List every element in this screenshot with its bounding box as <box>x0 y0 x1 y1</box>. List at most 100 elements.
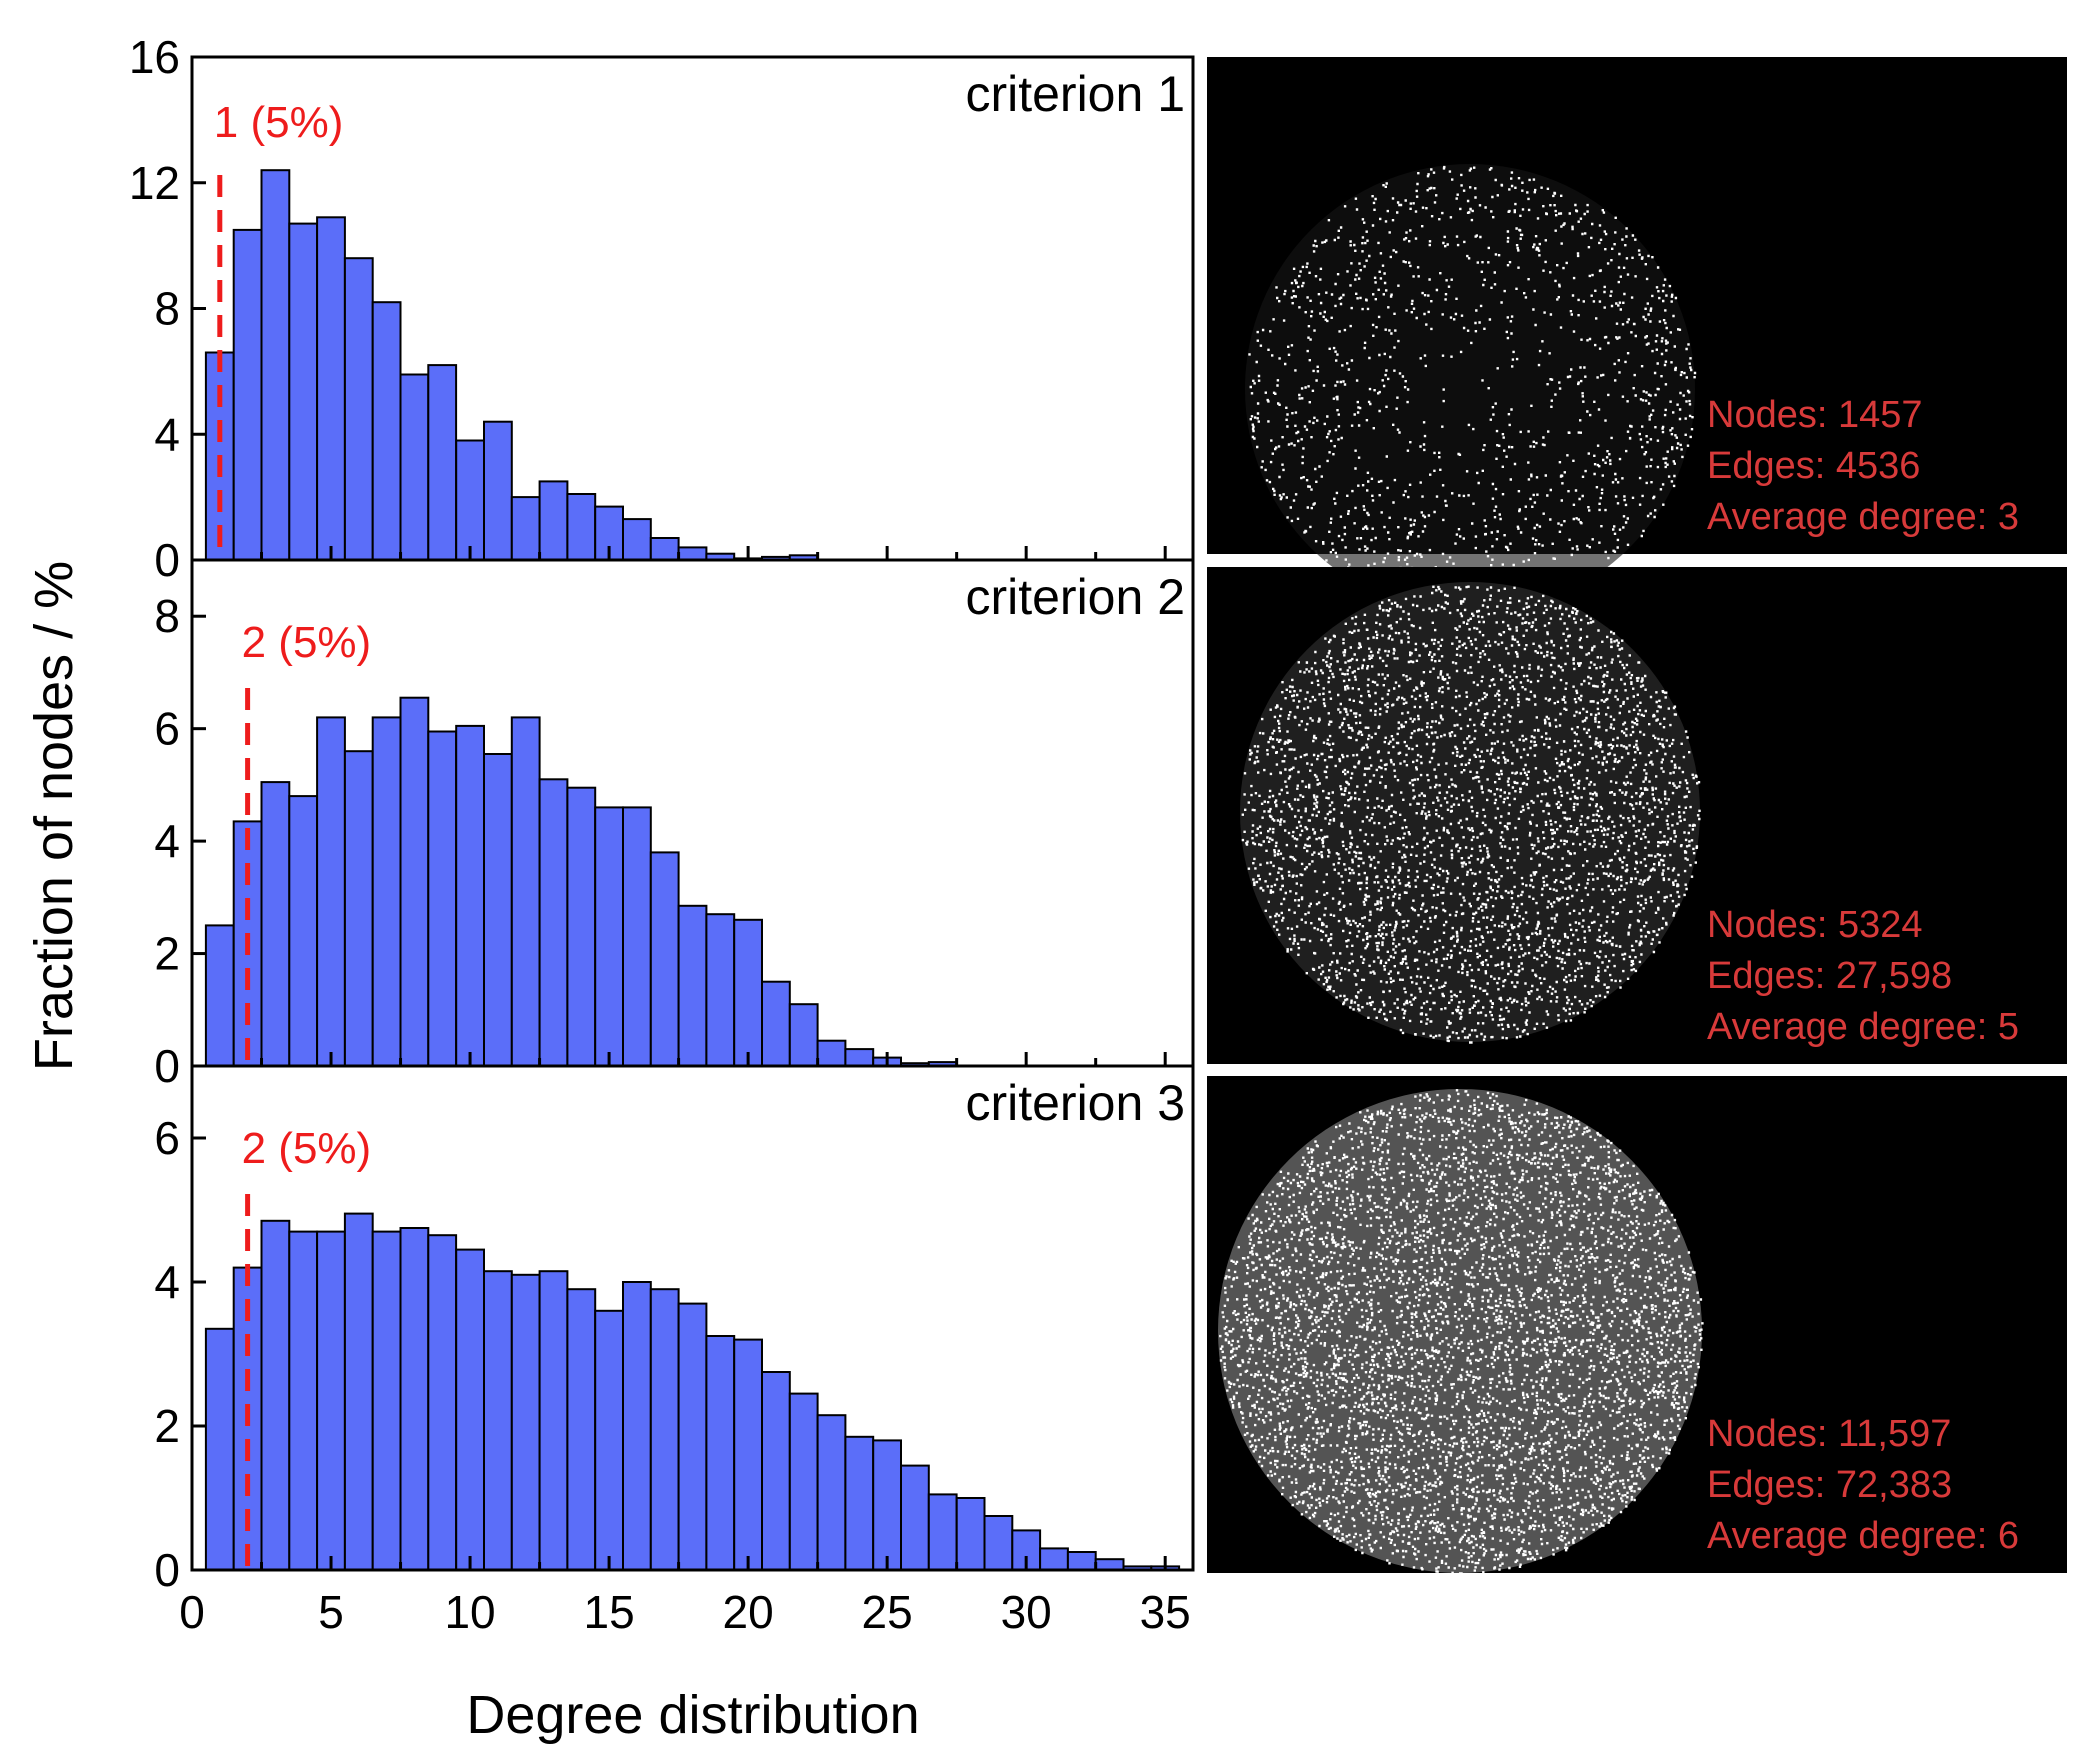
y-tick-label: 0 <box>154 534 180 586</box>
bar <box>816 1414 847 1571</box>
bar <box>566 786 597 1067</box>
bar <box>761 980 791 1068</box>
bar <box>705 913 736 1068</box>
bar <box>232 228 263 561</box>
bar <box>566 1288 597 1571</box>
bar <box>622 518 652 561</box>
bar <box>316 1230 346 1571</box>
bar <box>927 1493 958 1572</box>
bar <box>733 1338 764 1571</box>
bar <box>788 1003 819 1068</box>
bar <box>455 1248 486 1571</box>
panel-3: 0 2 4 6 0 5 10 15 20 25 30 35 2 (5%) criterion 3 <box>154 1064 1195 1638</box>
bar <box>371 301 402 561</box>
y-tick-label: 2 <box>154 928 180 980</box>
bar <box>761 1371 791 1571</box>
bar <box>566 493 597 561</box>
bar <box>455 724 486 1068</box>
network-panel-1: Nodes: 1457 Edges: 4536 Average degree: 3 <box>1207 57 2067 616</box>
bar <box>844 1435 875 1572</box>
x-tick-label: 10 <box>444 1586 495 1638</box>
network-nodes-label: Nodes: 11,597 <box>1707 1413 1951 1455</box>
bar <box>649 851 680 1068</box>
bar <box>510 496 541 562</box>
bar <box>955 1497 986 1571</box>
bar <box>260 169 291 561</box>
y-axis-title: Fraction of nodes / % <box>24 561 84 1071</box>
panel-title: criterion 1 <box>965 66 1185 122</box>
bar <box>204 1327 235 1572</box>
bar <box>677 904 708 1067</box>
bar <box>1094 1558 1125 1571</box>
bar <box>316 716 346 1068</box>
network-edges-label: Edges: 27,598 <box>1707 955 1952 997</box>
plot-frame <box>190 1064 1195 1572</box>
panel-title: criterion 3 <box>965 1075 1185 1131</box>
y-tick-label: 4 <box>154 408 180 460</box>
threshold-label: 2 (5%) <box>242 1124 372 1173</box>
bar <box>649 1288 680 1571</box>
network-panel-2: Nodes: 5324 Edges: 27,598 Average degree: … <box>1207 567 2067 1064</box>
y-tick-label: 4 <box>154 1256 180 1308</box>
bar <box>399 1227 430 1571</box>
y-tick-label: 6 <box>154 703 180 755</box>
bar <box>649 537 680 561</box>
bar <box>705 1335 736 1571</box>
bar <box>260 781 291 1067</box>
bar <box>427 730 458 1067</box>
bar <box>260 1219 291 1572</box>
network-edges-label: Edges: 4536 <box>1707 445 1920 487</box>
bar <box>483 420 513 562</box>
y-tick-label: 12 <box>129 157 180 209</box>
bar <box>455 439 486 561</box>
x-tick-label: 35 <box>1140 1586 1191 1638</box>
bar <box>483 1270 513 1571</box>
bar <box>900 1464 930 1571</box>
threshold-label: 2 (5%) <box>242 618 372 667</box>
bar <box>343 750 374 1067</box>
network-avg-degree-label: Average degree: 6 <box>1707 1515 2019 1557</box>
bar <box>427 1234 458 1571</box>
panel-1: 0 4 8 12 16 1 (5%) criterion 1 <box>129 31 1195 586</box>
bar <box>733 918 764 1067</box>
network-avg-degree-label: Average degree: 5 <box>1707 1006 2019 1048</box>
bar <box>510 716 541 1068</box>
bar <box>343 1212 374 1571</box>
y-tick-label: 6 <box>154 1112 180 1164</box>
bar <box>983 1515 1014 1571</box>
panel-2: 0 2 4 6 8 2 (5%) criterion 2 <box>154 558 1195 1092</box>
x-tick-label: 20 <box>723 1586 774 1638</box>
bar <box>622 806 652 1068</box>
bar <box>1039 1547 1069 1572</box>
x-tick-label: 30 <box>1001 1586 1052 1638</box>
panel-title: criterion 2 <box>965 569 1185 625</box>
bar <box>788 1392 819 1571</box>
bar <box>538 1270 569 1571</box>
x-tick-label: 0 <box>179 1586 205 1638</box>
bar <box>677 1302 708 1571</box>
x-tick-label: 5 <box>318 1586 344 1638</box>
bar <box>427 364 458 561</box>
bar <box>844 1048 875 1067</box>
x-tick-label: 15 <box>583 1586 634 1638</box>
bar <box>816 1039 847 1067</box>
y-tick-label: 2 <box>154 1400 180 1452</box>
x-axis-title: Degree distribution <box>466 1685 919 1745</box>
network-graph <box>1218 1089 1704 1575</box>
network-nodes-label: Nodes: 1457 <box>1707 394 1923 436</box>
network-panel-3: Nodes: 11,597 Edges: 72,383 Average degree… <box>1207 1076 2067 1575</box>
bar <box>288 222 319 561</box>
network-avg-degree-label: Average degree: 3 <box>1707 496 2019 538</box>
bar <box>399 373 430 561</box>
bar <box>594 806 625 1068</box>
bar <box>538 778 569 1067</box>
bar <box>594 1309 625 1572</box>
bar <box>510 1273 541 1572</box>
threshold-label: 1 (5%) <box>214 98 344 147</box>
bar <box>538 480 569 561</box>
network-edges-label: Edges: 72,383 <box>1707 1464 1952 1506</box>
bar <box>343 257 374 561</box>
y-tick-label: 4 <box>154 815 180 867</box>
